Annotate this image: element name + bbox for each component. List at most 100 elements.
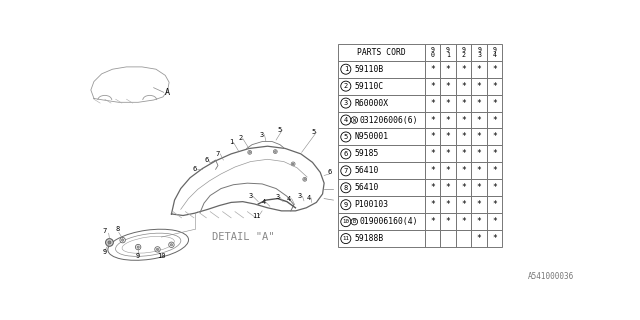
Text: 9: 9 — [102, 250, 107, 255]
Text: 5: 5 — [312, 129, 316, 135]
Text: N950001: N950001 — [355, 132, 388, 141]
Text: *: * — [477, 217, 481, 226]
Text: PARTS CORD: PARTS CORD — [357, 48, 406, 57]
Text: 4: 4 — [262, 199, 266, 205]
Text: 7: 7 — [102, 228, 107, 234]
Text: *: * — [430, 166, 435, 175]
Text: 6: 6 — [193, 166, 197, 172]
Circle shape — [155, 247, 160, 252]
Text: *: * — [445, 82, 451, 91]
Text: *: * — [430, 200, 435, 209]
Text: 59110B: 59110B — [355, 65, 383, 74]
Text: *: * — [445, 166, 451, 175]
Circle shape — [156, 248, 159, 251]
Text: *: * — [461, 99, 466, 108]
Text: *: * — [492, 200, 497, 209]
Bar — [487, 44, 502, 61]
Text: *: * — [461, 82, 466, 91]
Text: 5: 5 — [278, 127, 282, 133]
Bar — [456, 230, 472, 247]
Bar — [487, 145, 502, 162]
Bar — [456, 145, 472, 162]
Text: 8: 8 — [344, 185, 348, 191]
Bar — [440, 44, 456, 61]
Circle shape — [249, 151, 251, 153]
Bar — [472, 44, 487, 61]
Text: 10: 10 — [157, 252, 166, 259]
Text: R60000X: R60000X — [355, 99, 388, 108]
Text: 3: 3 — [298, 193, 302, 199]
Bar — [338, 196, 425, 213]
Text: 11: 11 — [342, 236, 349, 241]
Bar — [487, 129, 502, 145]
Bar — [338, 112, 425, 129]
Bar — [456, 196, 472, 213]
Bar — [456, 213, 472, 230]
Text: 59185: 59185 — [355, 149, 379, 158]
Circle shape — [340, 98, 351, 108]
Bar — [472, 179, 487, 196]
Text: *: * — [492, 183, 497, 192]
Circle shape — [340, 234, 351, 244]
Circle shape — [137, 246, 140, 248]
Circle shape — [169, 242, 174, 247]
Text: 5: 5 — [344, 134, 348, 140]
Bar — [338, 145, 425, 162]
Text: 9
0: 9 0 — [431, 47, 435, 58]
Text: *: * — [477, 183, 481, 192]
Text: *: * — [492, 99, 497, 108]
Text: 9
1: 9 1 — [446, 47, 450, 58]
Text: 10: 10 — [342, 219, 349, 224]
Bar — [456, 95, 472, 112]
Text: A: A — [164, 88, 170, 97]
Text: 2: 2 — [238, 135, 243, 141]
Text: 1: 1 — [229, 139, 233, 145]
Text: *: * — [430, 99, 435, 108]
Text: *: * — [461, 116, 466, 124]
Bar — [425, 230, 440, 247]
Text: 56410: 56410 — [355, 166, 379, 175]
Bar — [338, 95, 425, 112]
Text: *: * — [461, 183, 466, 192]
Text: *: * — [461, 132, 466, 141]
Text: 3: 3 — [275, 194, 280, 200]
Circle shape — [340, 81, 351, 91]
Text: *: * — [492, 234, 497, 243]
Text: 9
3: 9 3 — [477, 47, 481, 58]
Bar — [425, 179, 440, 196]
Bar — [487, 196, 502, 213]
Circle shape — [170, 244, 173, 246]
Bar — [440, 162, 456, 179]
Circle shape — [351, 117, 358, 123]
Text: *: * — [445, 132, 451, 141]
Circle shape — [340, 200, 351, 210]
Circle shape — [340, 64, 351, 74]
Text: 019006160(4): 019006160(4) — [359, 217, 417, 226]
Bar — [440, 78, 456, 95]
Text: 9: 9 — [136, 252, 140, 259]
Text: A541000036: A541000036 — [527, 272, 573, 281]
Bar — [487, 179, 502, 196]
Bar — [472, 162, 487, 179]
Text: P100103: P100103 — [355, 200, 388, 209]
Text: 59110C: 59110C — [355, 82, 383, 91]
Circle shape — [340, 149, 351, 159]
Bar — [487, 213, 502, 230]
Text: *: * — [445, 99, 451, 108]
Bar — [456, 112, 472, 129]
Circle shape — [120, 237, 125, 243]
Text: *: * — [477, 132, 481, 141]
Text: 031206006(6): 031206006(6) — [359, 116, 417, 124]
Bar — [487, 162, 502, 179]
Text: *: * — [461, 65, 466, 74]
Circle shape — [248, 150, 252, 154]
Circle shape — [275, 151, 276, 153]
Text: *: * — [430, 132, 435, 141]
Text: 3: 3 — [260, 132, 264, 138]
Text: W: W — [353, 117, 356, 123]
Circle shape — [304, 178, 306, 180]
Text: *: * — [492, 116, 497, 124]
Bar — [456, 162, 472, 179]
Bar — [425, 129, 440, 145]
Text: 3: 3 — [248, 193, 253, 199]
